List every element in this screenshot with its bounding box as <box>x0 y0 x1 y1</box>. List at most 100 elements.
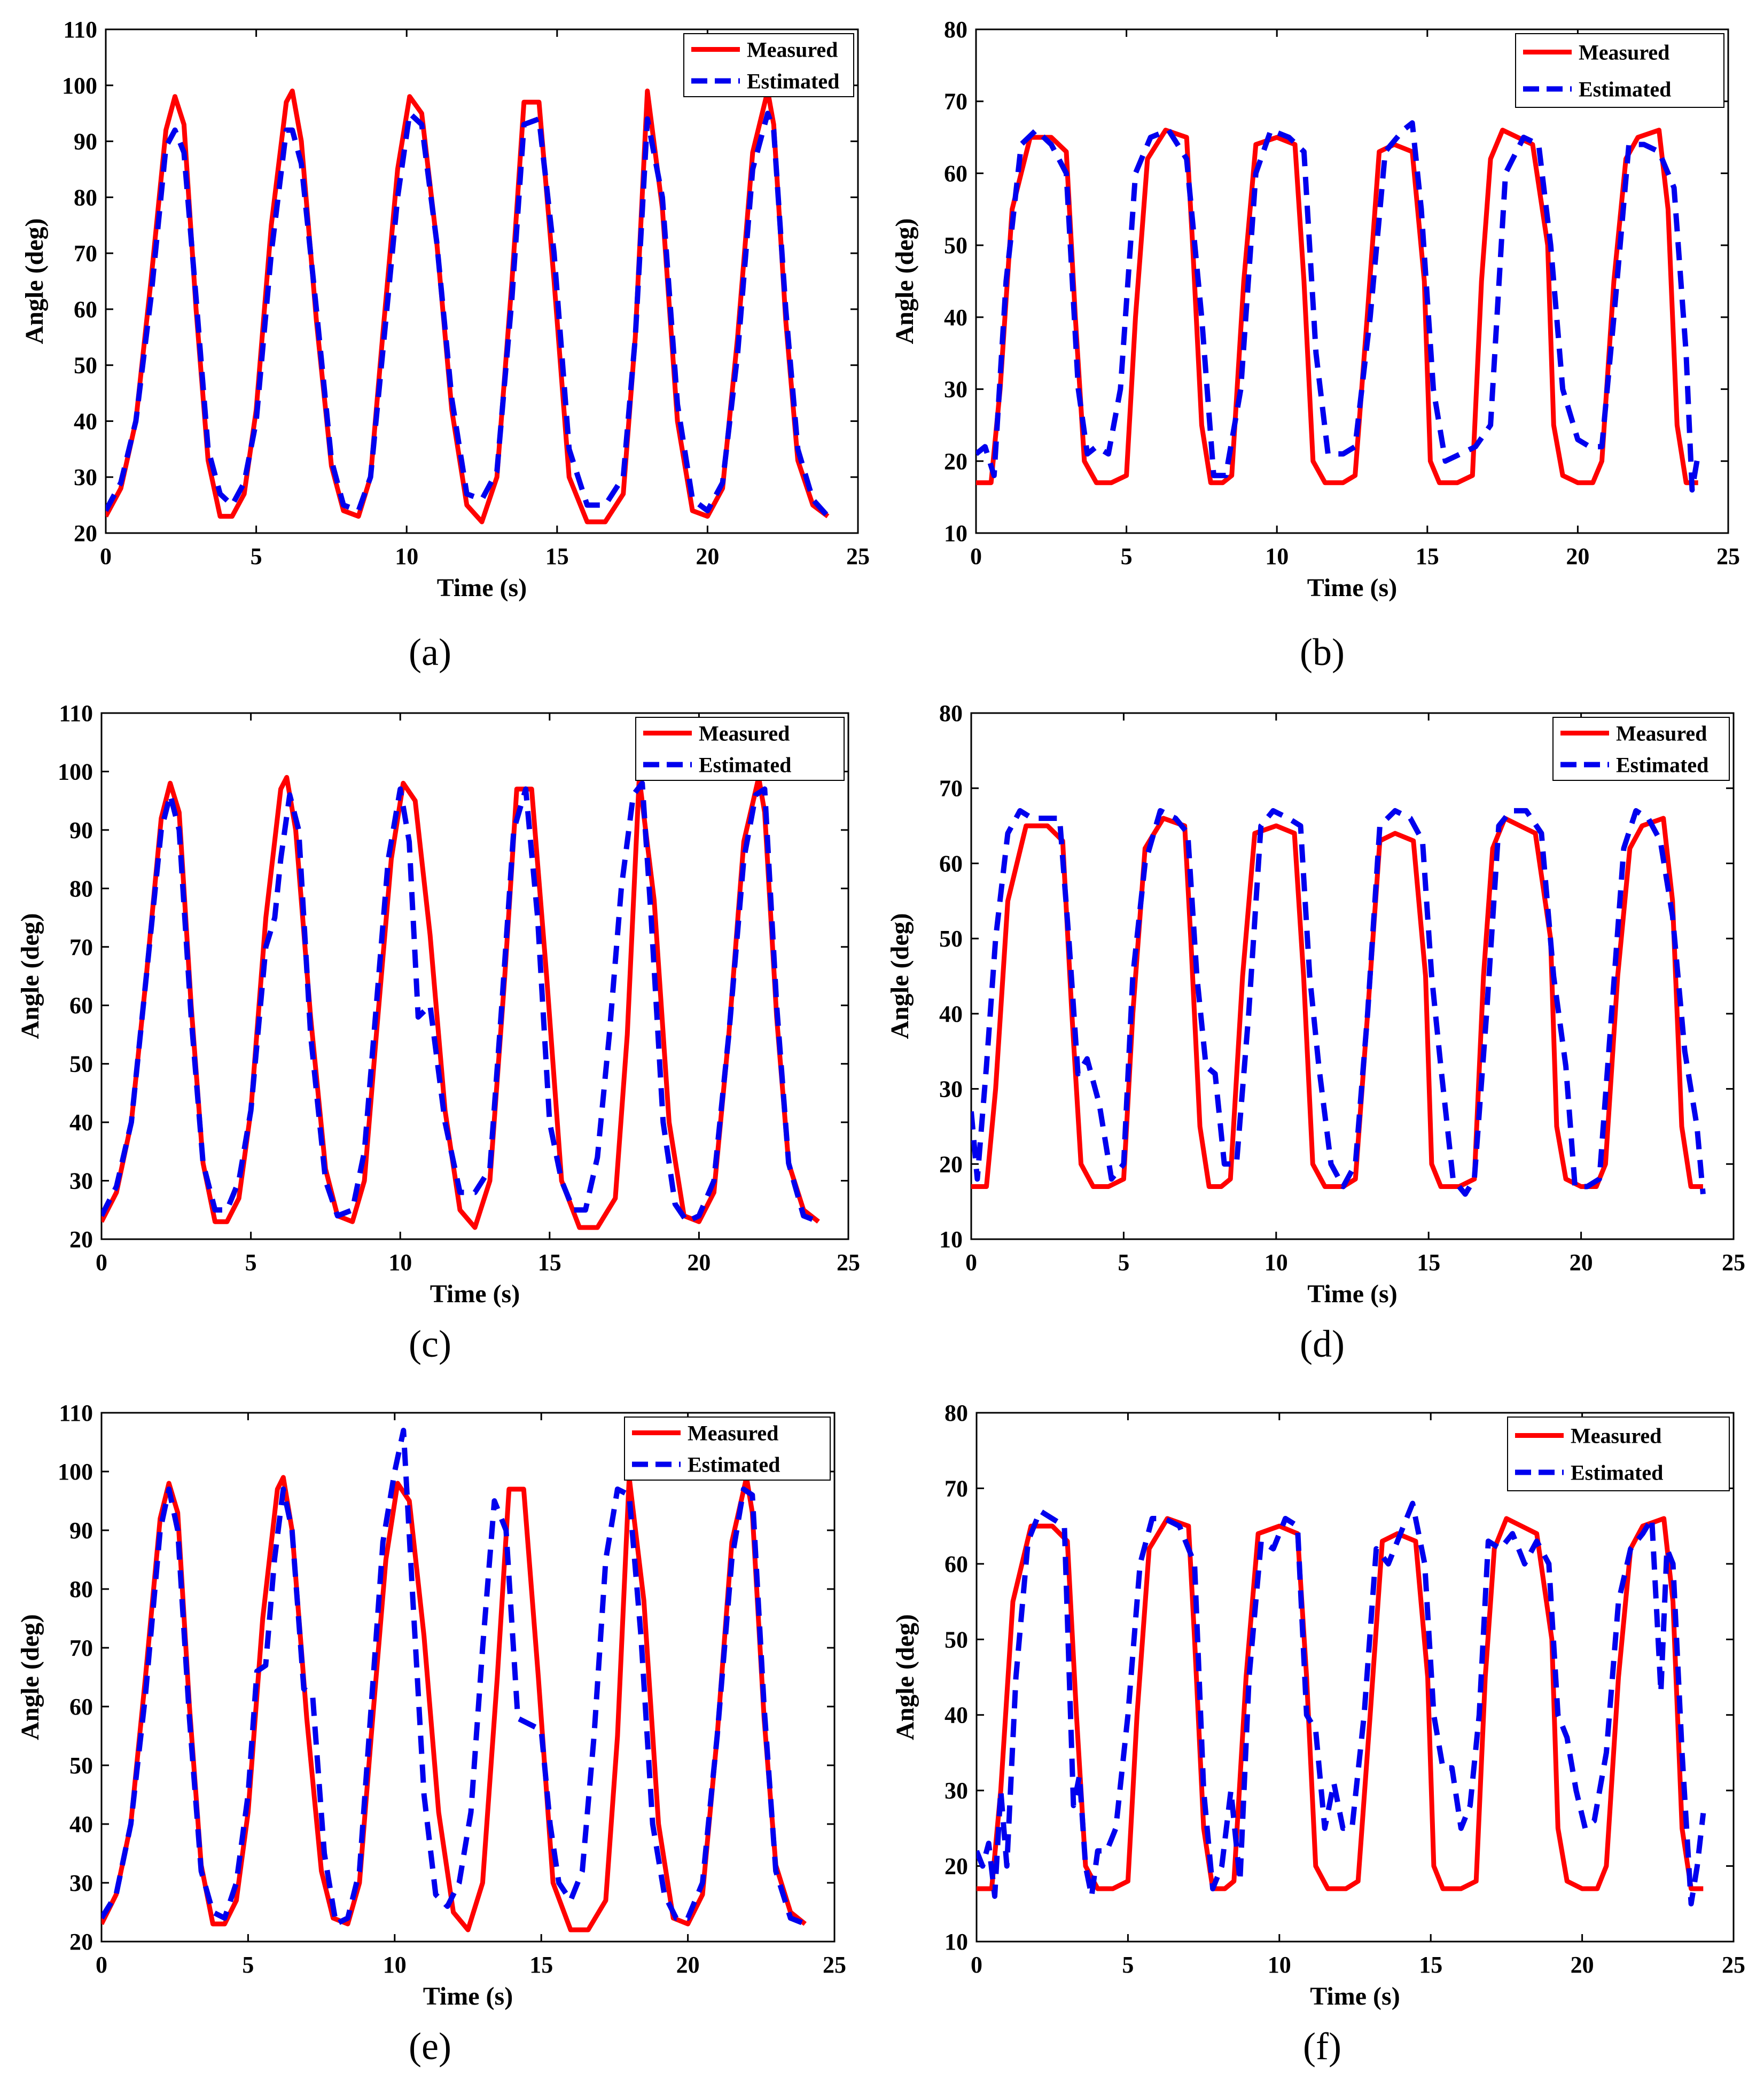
y-tick-label: 10 <box>939 1226 963 1253</box>
legend: Measured Estimated <box>1507 1417 1730 1491</box>
legend-label: Measured <box>1579 41 1669 65</box>
y-tick-label: 30 <box>69 1870 93 1896</box>
x-tick-label: 10 <box>1265 1249 1288 1276</box>
panel-e: 0 5 10 15 20 25 20 30 40 50 60 70 80 90 100 110 Time (s)… <box>16 1400 846 2068</box>
y-tick-label: 100 <box>58 1459 93 1485</box>
x-tick-label: 20 <box>1570 1249 1593 1276</box>
y-tick-label: 80 <box>939 700 963 726</box>
y-tick-label: 50 <box>944 232 967 259</box>
legend-box <box>1552 717 1730 781</box>
x-tick-label: 10 <box>388 1249 412 1276</box>
y-tick-label: 90 <box>69 1517 93 1544</box>
panel-b: 0 5 10 15 20 25 10 20 30 40 50 60 70 80 Time (s) Angle … <box>891 17 1740 674</box>
legend-label: Measured <box>1616 722 1707 746</box>
legend-box <box>683 33 854 97</box>
x-axis-label: Time (s) <box>430 1280 520 1308</box>
x-axis-label: Time (s) <box>1307 574 1397 602</box>
series-line-estimated <box>106 111 830 518</box>
panel-c: 0 5 10 15 20 25 20 30 40 50 60 70 80 90 100 110 Time (s)… <box>16 700 860 1365</box>
legend-label: Estimated <box>747 69 839 93</box>
panel-caption: (e) <box>409 2025 451 2068</box>
panel-a: 0 5 10 15 20 25 20 30 40 50 60 70 80 90 100 110 Time (s)… <box>20 17 870 674</box>
legend: Measured Estimated <box>683 33 854 97</box>
y-tick-label: 80 <box>944 17 967 43</box>
y-axis-label: Angle (deg) <box>20 218 49 345</box>
y-axis-label: Angle (deg) <box>891 1614 919 1740</box>
plot-area <box>100 1412 836 1943</box>
series-line-measured <box>977 1516 1704 1891</box>
x-tick-label: 5 <box>1121 543 1133 569</box>
y-tick-label: 40 <box>74 408 97 434</box>
y-tick-label: 20 <box>939 1151 963 1177</box>
y-tick-label: 40 <box>69 1811 93 1837</box>
y-tick-label: 30 <box>69 1168 93 1194</box>
x-tick-label: 5 <box>245 1249 257 1276</box>
y-tick-label: 20 <box>69 1929 93 1955</box>
y-tick-label: 40 <box>69 1109 93 1136</box>
x-tick-label: 0 <box>970 543 982 569</box>
x-tick-label: 0 <box>971 1952 982 1978</box>
x-tick-label: 20 <box>1571 1952 1594 1978</box>
legend: Measured Estimated <box>1515 33 1724 108</box>
y-tick-label: 70 <box>69 1635 93 1661</box>
y-tick-label: 90 <box>74 129 97 155</box>
x-tick-label: 20 <box>1566 543 1589 569</box>
panel-caption: (f) <box>1303 2025 1341 2068</box>
y-tick-label: 50 <box>939 926 963 952</box>
y-tick-label: 60 <box>939 850 963 877</box>
y-tick-label: 40 <box>944 304 967 331</box>
x-tick-label: 10 <box>1265 543 1289 569</box>
legend-label: Measured <box>747 38 838 62</box>
y-tick-label: 30 <box>944 377 967 403</box>
x-tick-label: 10 <box>1268 1952 1291 1978</box>
x-tick-label: 5 <box>1122 1952 1134 1978</box>
y-tick-label: 70 <box>69 934 93 960</box>
x-tick-label: 15 <box>1417 1249 1440 1276</box>
y-tick-label: 110 <box>59 1400 93 1426</box>
y-tick-label: 110 <box>59 700 93 726</box>
y-tick-label: 50 <box>69 1752 93 1779</box>
x-tick-label: 5 <box>251 543 262 569</box>
legend-label: Measured <box>688 1421 778 1445</box>
y-tick-label: 30 <box>939 1076 963 1102</box>
panel-caption: (b) <box>1300 631 1345 674</box>
series-line-estimated <box>976 120 1701 493</box>
x-tick-label: 10 <box>395 543 418 569</box>
y-tick-label: 80 <box>74 184 97 210</box>
legend-box <box>635 717 845 781</box>
plot-area <box>100 712 849 1240</box>
y-tick-label: 70 <box>939 776 963 802</box>
y-tick-label: 70 <box>74 240 97 267</box>
y-tick-label: 50 <box>74 353 97 379</box>
x-tick-label: 15 <box>538 1249 561 1276</box>
y-tick-label: 40 <box>945 1702 968 1728</box>
y-tick-label: 30 <box>74 464 97 490</box>
y-tick-label: 10 <box>945 1929 968 1955</box>
x-tick-label: 5 <box>242 1952 254 1978</box>
x-tick-label: 20 <box>676 1952 700 1978</box>
series-line-estimated <box>971 808 1706 1197</box>
y-tick-label: 70 <box>945 1475 968 1501</box>
panel-caption: (c) <box>409 1323 451 1365</box>
legend: Measured Estimated <box>1552 717 1730 781</box>
panel-d: 0 5 10 15 20 25 10 20 30 40 50 60 70 80 Time (s) Angle … <box>886 700 1745 1365</box>
x-axis-label: Time (s) <box>423 1982 513 2010</box>
x-tick-label: 0 <box>96 1249 107 1276</box>
y-tick-label: 100 <box>62 73 97 99</box>
legend-label: Estimated <box>1616 753 1708 777</box>
y-tick-label: 30 <box>945 1778 968 1804</box>
x-tick-label: 0 <box>96 1952 107 1978</box>
x-tick-label: 25 <box>1716 543 1740 569</box>
panel-caption: (d) <box>1300 1323 1345 1365</box>
x-tick-label: 0 <box>965 1249 977 1276</box>
y-tick-label: 10 <box>944 520 967 546</box>
panel-f: 0 5 10 15 20 25 10 20 30 40 50 60 70 80 Time (s) Angle … <box>891 1400 1745 2068</box>
panel-caption: (a) <box>409 631 451 674</box>
legend-box <box>624 1417 831 1481</box>
x-tick-label: 15 <box>529 1952 553 1978</box>
x-tick-label: 25 <box>1722 1952 1745 1978</box>
y-axis-label: Angle (deg) <box>16 913 44 1039</box>
series-line-estimated <box>102 780 819 1225</box>
x-tick-label: 15 <box>545 543 569 569</box>
